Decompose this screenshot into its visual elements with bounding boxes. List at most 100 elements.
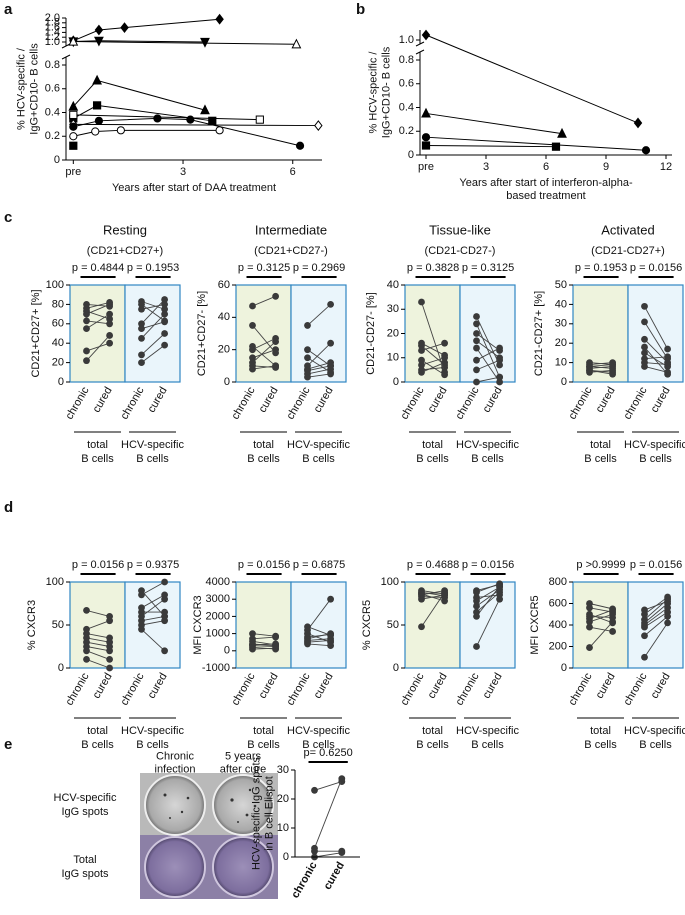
y-tick-label: 400 bbox=[549, 619, 567, 631]
panel-letter: c bbox=[4, 209, 12, 226]
data-point bbox=[138, 334, 145, 342]
pair-line bbox=[644, 622, 668, 658]
group-label: total bbox=[87, 439, 108, 451]
category-label: cured bbox=[312, 385, 336, 415]
group-label: total bbox=[253, 725, 274, 737]
data-point bbox=[106, 302, 113, 310]
data-point bbox=[304, 623, 311, 631]
data-point bbox=[473, 366, 480, 374]
data-point bbox=[106, 310, 113, 318]
y-tick-label: 60 bbox=[52, 318, 64, 330]
y-tick-label: 1000 bbox=[206, 628, 230, 640]
data-point bbox=[161, 341, 169, 349]
data-point bbox=[641, 343, 648, 351]
data-point bbox=[106, 613, 113, 620]
y-axis-label: % HCV-specific / bbox=[367, 51, 379, 134]
data-point bbox=[609, 628, 616, 635]
p-value: p = 0.3125 bbox=[238, 262, 290, 274]
well bbox=[144, 836, 206, 898]
series-line bbox=[425, 112, 563, 135]
series-line bbox=[73, 114, 260, 121]
data-point bbox=[161, 305, 169, 313]
group-label: B cells bbox=[471, 453, 504, 465]
category-label: chronic bbox=[621, 385, 649, 422]
pair-line bbox=[644, 356, 668, 360]
group-label: total bbox=[87, 725, 108, 737]
marker bbox=[421, 133, 431, 142]
y-tick-label: 80 bbox=[52, 298, 64, 310]
y-tick-label: 2000 bbox=[206, 610, 230, 622]
series-line bbox=[73, 129, 220, 137]
series-line bbox=[73, 41, 297, 45]
pair-line bbox=[252, 365, 276, 368]
axis-break bbox=[61, 54, 71, 60]
y-tick-label: 40 bbox=[387, 279, 399, 291]
data-point bbox=[496, 354, 503, 362]
data-point bbox=[609, 361, 616, 368]
group-label: B cells bbox=[416, 453, 449, 465]
x-tick-label: 6 bbox=[543, 161, 549, 173]
y-axis-label: IgG+CD10- B cells bbox=[28, 43, 40, 135]
data-point bbox=[664, 619, 671, 627]
pair-line bbox=[86, 342, 110, 352]
axis-break bbox=[415, 41, 425, 47]
marker bbox=[291, 38, 302, 49]
y-tick-label: 1.4 bbox=[45, 26, 60, 38]
category-label: chronic bbox=[398, 385, 426, 422]
y-tick-label: 50 bbox=[555, 279, 567, 291]
y-tick-label: 1.6 bbox=[45, 22, 60, 34]
pair-line bbox=[644, 352, 668, 367]
data-point bbox=[161, 330, 169, 337]
pair-line bbox=[141, 615, 165, 622]
pair-line bbox=[589, 607, 613, 613]
group-label: B cells bbox=[136, 739, 169, 751]
group-box bbox=[290, 581, 347, 669]
y-tick-label: 0 bbox=[58, 376, 64, 388]
group-label: HCV-specific bbox=[624, 439, 685, 451]
y-axis-label: HCV-specific IgG spots bbox=[250, 756, 262, 870]
marker bbox=[68, 35, 79, 46]
y-tick-label: 0 bbox=[224, 376, 230, 388]
data-point bbox=[83, 301, 90, 308]
data-point bbox=[441, 597, 448, 605]
y-tick-label: 0.2 bbox=[399, 125, 414, 137]
data-point bbox=[473, 320, 480, 328]
series-line bbox=[425, 136, 647, 151]
data-point bbox=[441, 368, 448, 376]
pair-line bbox=[421, 367, 445, 371]
y-tick-label: 0 bbox=[224, 645, 230, 657]
y-tick-label: 40 bbox=[555, 298, 567, 310]
x-tick-label: 3 bbox=[180, 166, 186, 178]
y-tick-label: 1.2 bbox=[45, 31, 60, 43]
category-label: chronic bbox=[289, 860, 319, 900]
category-label: chronic bbox=[284, 671, 312, 708]
marker bbox=[68, 100, 79, 111]
p-value: p = 0.0156 bbox=[238, 559, 290, 571]
pair-line bbox=[476, 347, 500, 383]
data-point bbox=[138, 305, 145, 313]
data-point bbox=[327, 368, 334, 376]
p-value: p = 0.2969 bbox=[293, 262, 345, 274]
x-tick-label: 9 bbox=[603, 161, 609, 173]
data-point bbox=[161, 647, 169, 655]
category-label: chronic bbox=[229, 671, 257, 708]
pair-line bbox=[589, 369, 613, 375]
pair-line bbox=[141, 594, 165, 609]
data-point bbox=[272, 292, 279, 300]
y-tick-label: 20 bbox=[52, 357, 64, 369]
panel-subtitle: (CD21+CD27-) bbox=[254, 245, 328, 257]
pair-line bbox=[421, 591, 445, 597]
pair-line bbox=[307, 626, 331, 636]
pair-line bbox=[644, 611, 668, 628]
x-tick-label: 12 bbox=[660, 161, 672, 173]
pair-line bbox=[589, 603, 613, 610]
y-tick-label: 0.6 bbox=[399, 78, 414, 90]
pair-line bbox=[86, 646, 110, 652]
group-label: B cells bbox=[81, 739, 114, 751]
marker bbox=[421, 29, 431, 41]
y-tick-label: 0.6 bbox=[45, 83, 60, 95]
p-value: p = 0.4688 bbox=[407, 559, 459, 571]
pair-line bbox=[252, 645, 276, 647]
marker bbox=[641, 146, 651, 155]
